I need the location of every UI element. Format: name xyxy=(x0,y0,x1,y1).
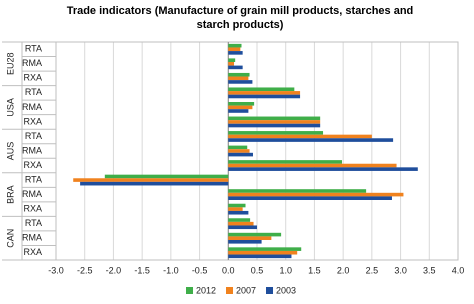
plot-border xyxy=(55,41,459,261)
bar xyxy=(228,152,253,157)
bar xyxy=(228,131,324,135)
bar xyxy=(228,94,301,99)
category-label: RTA xyxy=(25,44,42,54)
legend-swatch xyxy=(266,287,273,294)
bar xyxy=(228,236,272,240)
bar xyxy=(228,138,394,142)
group-label: AUS xyxy=(5,142,15,161)
bar xyxy=(228,62,235,66)
category-label: RTA xyxy=(25,218,42,228)
category-label: RMA xyxy=(22,189,42,199)
bar xyxy=(228,250,298,255)
legend-swatch xyxy=(186,287,193,294)
bar xyxy=(228,189,367,193)
category-label: RMA xyxy=(22,58,42,68)
bar xyxy=(228,240,262,244)
chart-title: Trade indicators (Manufacture of grain m… xyxy=(66,5,414,31)
bar xyxy=(228,80,253,84)
bar xyxy=(228,123,321,128)
bar xyxy=(228,76,249,81)
category-label: RTA xyxy=(25,131,42,141)
bar xyxy=(228,210,249,215)
bar xyxy=(228,47,241,52)
bar xyxy=(228,221,254,226)
category-label: RXA xyxy=(23,247,42,257)
bar xyxy=(228,72,250,77)
bar xyxy=(228,232,282,237)
bar xyxy=(228,91,301,95)
bar xyxy=(228,196,392,200)
bar xyxy=(228,167,418,171)
legend-label: 2012 xyxy=(196,285,216,295)
category-label: RTA xyxy=(25,174,42,184)
legend-label: 2003 xyxy=(276,285,296,295)
x-tick-label: -2.5 xyxy=(77,265,93,275)
x-tick-label: -3.0 xyxy=(48,265,64,275)
category-label: RXA xyxy=(23,116,42,126)
group-label: BRA xyxy=(5,185,15,204)
bar xyxy=(228,192,404,197)
legend-swatch xyxy=(226,287,233,294)
bar xyxy=(228,207,243,211)
x-tick-label: 3.0 xyxy=(394,265,407,275)
bar xyxy=(228,149,250,153)
bar xyxy=(228,160,342,164)
bar xyxy=(228,102,255,106)
x-tick-label: 2.5 xyxy=(366,265,379,275)
bar xyxy=(228,87,295,92)
bar xyxy=(228,163,397,168)
x-tick-label: 0.5 xyxy=(251,265,264,275)
x-tick-label: 0.0 xyxy=(222,265,235,275)
bar xyxy=(228,58,236,62)
category-label: RTA xyxy=(25,87,42,97)
category-label: RMA xyxy=(22,233,42,243)
bar xyxy=(228,105,253,110)
bar xyxy=(228,116,321,121)
bar xyxy=(228,65,243,70)
x-tick-label: 1.5 xyxy=(308,265,321,275)
x-tick-label: -1.0 xyxy=(163,265,179,275)
bar xyxy=(80,181,229,186)
category-label: RXA xyxy=(23,160,42,170)
category-label: RMA xyxy=(22,145,42,155)
x-tick-label: 4.0 xyxy=(452,265,465,275)
legend-label: 2007 xyxy=(236,285,256,295)
group-label: CAN xyxy=(5,229,15,248)
bar xyxy=(228,254,292,259)
bar xyxy=(228,43,242,48)
bar xyxy=(228,109,249,113)
category-label: RXA xyxy=(23,204,42,214)
bar xyxy=(228,51,243,55)
x-tick-label: -2.0 xyxy=(106,265,122,275)
bar xyxy=(228,225,257,230)
group-label: EU28 xyxy=(5,53,15,76)
x-tick-label: 2.0 xyxy=(337,265,350,275)
bar xyxy=(228,203,246,208)
x-tick-label: 3.5 xyxy=(423,265,436,275)
bar xyxy=(104,174,229,179)
bar xyxy=(73,178,229,182)
bar xyxy=(228,120,321,124)
legend: 2012 2007 2003 xyxy=(186,285,296,295)
x-tick-label: -0.5 xyxy=(192,265,208,275)
bar xyxy=(228,134,372,139)
x-tick-label: -1.5 xyxy=(134,265,150,275)
category-label: RXA xyxy=(23,73,42,83)
bar xyxy=(228,218,251,222)
bar xyxy=(228,247,302,251)
group-label: USA xyxy=(5,98,15,117)
x-tick-label: 1.0 xyxy=(279,265,292,275)
category-label: RMA xyxy=(22,102,42,112)
bar xyxy=(228,145,248,150)
